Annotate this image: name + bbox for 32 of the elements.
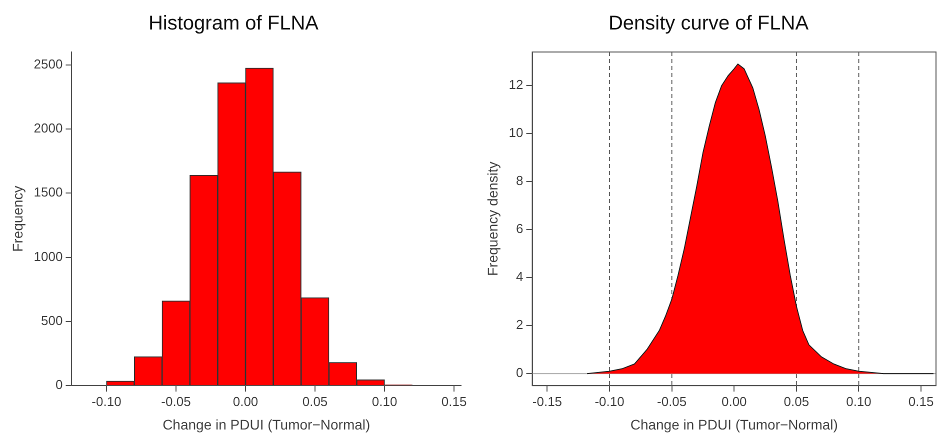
y-axis-title: Frequency density bbox=[484, 162, 500, 276]
y-tick-label: 8 bbox=[516, 173, 524, 188]
x-tick-label: 0.05 bbox=[784, 394, 810, 409]
x-tick-label: 0.00 bbox=[232, 394, 258, 409]
y-tick-label: 0 bbox=[516, 365, 524, 380]
x-axis-title: Change in PDUI (Tumor−Normal) bbox=[630, 416, 838, 432]
x-tick-label: 0.00 bbox=[721, 394, 747, 409]
x-tick-label: 0.15 bbox=[441, 394, 467, 409]
x-axis-title: Change in PDUI (Tumor−Normal) bbox=[162, 416, 370, 432]
y-tick-label: 2500 bbox=[34, 56, 63, 72]
y-tick-label: 6 bbox=[516, 221, 524, 236]
y-tick-label: 1000 bbox=[34, 248, 63, 264]
chart-title: Density curve of FLNA bbox=[608, 12, 810, 35]
x-tick-label: 0.10 bbox=[846, 394, 872, 409]
y-tick-label: 500 bbox=[41, 313, 63, 328]
x-tick-label: -0.10 bbox=[594, 394, 624, 409]
y-tick-label: 12 bbox=[508, 77, 524, 92]
x-tick-label: 0.15 bbox=[908, 394, 934, 409]
y-tick-label: 1500 bbox=[34, 184, 63, 200]
x-tick-label: -0.05 bbox=[161, 394, 191, 409]
y-tick-label: 2000 bbox=[34, 120, 63, 136]
y-tick-label: 10 bbox=[508, 125, 524, 140]
y-tick-label: 4 bbox=[516, 269, 524, 284]
y-tick-label: 0 bbox=[55, 377, 63, 392]
x-tick-label: -0.15 bbox=[532, 394, 562, 409]
x-tick-label: 0.10 bbox=[372, 394, 398, 409]
chart-title: Histogram of FLNA bbox=[148, 12, 320, 35]
x-tick-label: -0.10 bbox=[92, 394, 122, 409]
y-axis-title: Frequency bbox=[9, 186, 26, 252]
y-tick-label: 2 bbox=[516, 317, 524, 332]
x-tick-label: 0.05 bbox=[302, 394, 328, 409]
x-tick-label: -0.05 bbox=[657, 394, 687, 409]
